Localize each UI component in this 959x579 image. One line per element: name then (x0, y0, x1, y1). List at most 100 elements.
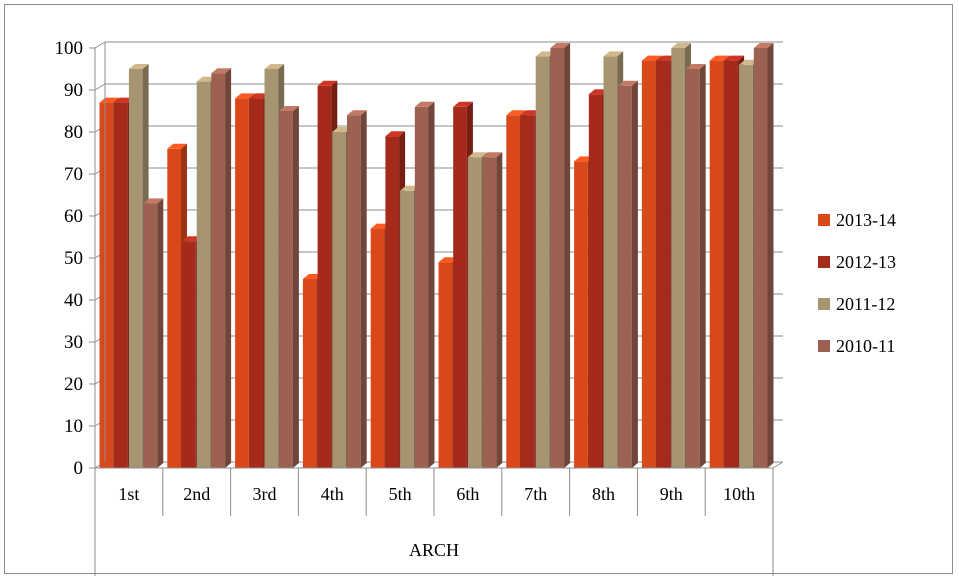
bar-front (371, 229, 385, 468)
legend-label: 2013-14 (836, 210, 896, 230)
y-tick-label: 100 (55, 38, 84, 59)
bar-front (235, 98, 249, 468)
bar-front (618, 86, 632, 468)
bar-front (724, 61, 738, 468)
bar-front (415, 107, 429, 468)
y-tick-label: 30 (64, 332, 83, 353)
x-category-label: 4th (321, 484, 344, 504)
y-tick-label: 40 (64, 290, 83, 311)
bar-side (768, 43, 774, 468)
bar-side (632, 81, 638, 468)
bar-front (332, 132, 346, 468)
bar-front (250, 98, 264, 468)
bar (144, 198, 164, 468)
bar-front (686, 69, 700, 468)
bar-front (642, 61, 656, 468)
bar-side (429, 102, 435, 468)
legend-label: 2011-12 (836, 294, 895, 314)
bar-front (211, 73, 225, 468)
legend-swatch (818, 256, 830, 268)
bar-front (521, 115, 535, 468)
bar-front (589, 94, 603, 468)
y-axis-ticks: 0 10 20 30 40 50 60 70 80 90 100 (55, 38, 84, 479)
bar-front (182, 241, 196, 468)
x-category-label: 7th (524, 484, 547, 504)
bar-front (167, 149, 181, 468)
bar-front (439, 262, 453, 468)
bar-front (114, 103, 128, 468)
legend-item: 2010-11 (818, 336, 895, 356)
legend-swatch (818, 214, 830, 226)
legend-item: 2013-14 (818, 210, 896, 230)
bar-side (225, 68, 231, 468)
x-category-label: 2nd (183, 484, 210, 504)
bar-front (318, 86, 332, 468)
legend: 2013-14 2012-13 2011-12 2010-11 (818, 210, 896, 356)
bar-front (536, 56, 550, 468)
bar-front (279, 111, 293, 468)
group-label: ARCH (409, 540, 459, 560)
bar-side (700, 64, 706, 468)
bar (415, 102, 435, 468)
x-category-label: 6th (456, 484, 479, 504)
y-tick-label: 0 (74, 458, 84, 479)
bar (279, 106, 299, 468)
gridline-depth (95, 84, 105, 90)
bar-front (739, 65, 753, 468)
bar-front (385, 136, 399, 468)
x-category-label: 9th (660, 484, 683, 504)
y-tick-label: 70 (64, 164, 83, 185)
legend-swatch (818, 340, 830, 352)
bar-front (754, 48, 768, 468)
bar-front (144, 203, 158, 468)
x-category-label: 5th (389, 484, 412, 504)
x-category-label: 1st (118, 484, 139, 504)
bar-front (347, 115, 361, 468)
legend-label: 2012-13 (836, 252, 896, 272)
y-tick-label: 50 (64, 248, 83, 269)
bar (483, 152, 503, 468)
bar-side (157, 198, 163, 468)
x-category-label: 3rd (253, 484, 277, 504)
bar-front (574, 161, 588, 468)
legend-item: 2012-13 (818, 252, 896, 272)
floor-edge (773, 462, 783, 468)
bar-side (496, 152, 502, 468)
bar-front (453, 107, 467, 468)
bar (754, 43, 774, 468)
bar-front (197, 82, 211, 468)
bar-front (483, 157, 497, 468)
bar-front (303, 279, 317, 468)
bar-front (400, 191, 414, 468)
bar-side (361, 110, 367, 468)
bar-front (506, 115, 520, 468)
bar-front (657, 61, 671, 468)
y-tick-label: 10 (64, 416, 83, 437)
y-tick-label: 90 (64, 80, 83, 101)
legend-label: 2010-11 (836, 336, 895, 356)
bar-side (564, 43, 570, 468)
legend-item: 2011-12 (818, 294, 895, 314)
bar (211, 68, 231, 468)
bar (618, 81, 638, 468)
y-tick-label: 80 (64, 122, 83, 143)
x-category-label: 10th (723, 484, 755, 504)
bar-front (129, 69, 143, 468)
bar-front (100, 103, 114, 468)
bar (347, 110, 367, 468)
bar-side (293, 106, 299, 468)
bar (550, 43, 570, 468)
bar-front (550, 48, 564, 468)
y-tick-label: 60 (64, 206, 83, 227)
bar-front (671, 48, 685, 468)
bars (100, 43, 774, 468)
bar-front (710, 61, 724, 468)
x-axis-categories: 1st 2nd 3rd 4th 5th 6th 7th 8th 9th 10th (118, 484, 755, 504)
bar-front (265, 69, 279, 468)
x-category-label: 8th (592, 484, 615, 504)
bar-front (468, 157, 482, 468)
bar (686, 64, 706, 468)
gridline-depth (95, 42, 105, 48)
y-tick-label: 20 (64, 374, 83, 395)
